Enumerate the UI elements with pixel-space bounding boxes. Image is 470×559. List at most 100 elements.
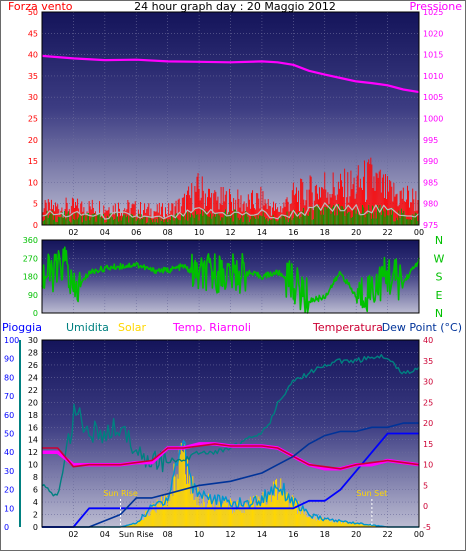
wind-x-tick-04: 04	[100, 228, 110, 237]
humidity-tick-6: 6	[33, 486, 38, 495]
wind-tick-30: 30	[28, 93, 38, 102]
temperature-tick-10: 10	[423, 461, 433, 470]
wind-tick-15: 15	[28, 157, 38, 166]
compass-label-e: E	[436, 289, 443, 302]
rain-tick-20: 20	[4, 486, 14, 495]
wind-tick-0: 0	[33, 221, 38, 230]
climate-x-tick-12: 12	[225, 530, 235, 539]
wind-x-tick-22: 22	[382, 228, 392, 237]
humidity-tick-22: 22	[28, 386, 38, 395]
solar-legend-label: Solar	[118, 321, 147, 334]
sunset-marker-label: Sun Set	[356, 489, 387, 498]
pressure-tick-1020: 1020	[423, 29, 443, 38]
humidity-tick-28: 28	[28, 348, 38, 357]
rain-tick-0: 0	[4, 523, 9, 532]
rain-tick-50: 50	[4, 430, 14, 439]
pressure-tick-1010: 1010	[423, 72, 443, 81]
humidity-tick-16: 16	[28, 423, 38, 432]
humidity-tick-8: 8	[33, 473, 38, 482]
rain-tick-40: 40	[4, 448, 14, 457]
rain-tick-10: 10	[4, 504, 14, 513]
direction-tick-0: 0	[33, 309, 38, 318]
climate-x-tick-22: 22	[382, 530, 392, 539]
compass-label-s: S	[436, 271, 443, 284]
wind-x-tick-16: 16	[288, 228, 298, 237]
rain-tick-30: 30	[4, 467, 14, 476]
climate-x-tick-04: 04	[100, 530, 110, 539]
pressure-tick-990: 990	[423, 157, 438, 166]
direction-tick-270: 270	[23, 254, 38, 263]
climate-x-tick-08: 08	[163, 530, 173, 539]
wind-legend-label: Forza vento	[8, 0, 73, 13]
rain-line	[42, 432, 419, 528]
pressure-tick-1015: 1015	[423, 51, 443, 60]
humidity-legend-label: Umidita	[66, 321, 109, 334]
humidity-tick-14: 14	[28, 436, 38, 445]
compass-label-n: N	[435, 234, 443, 247]
wind-tick-5: 5	[33, 200, 38, 209]
climate-x-tick-14: 14	[257, 530, 267, 539]
rain-tick-100: 100	[4, 336, 19, 345]
climate-x-tick-00: 00	[414, 530, 424, 539]
rain-tick-70: 70	[4, 392, 14, 401]
pressure-tick-975: 975	[423, 221, 438, 230]
rain-tick-80: 80	[4, 373, 14, 382]
wind-tick-20: 20	[28, 136, 38, 145]
wind-x-tick-10: 10	[194, 228, 204, 237]
panel-border-1	[41, 11, 420, 226]
humidity-tick-10: 10	[28, 461, 38, 470]
wind-tick-35: 35	[28, 72, 38, 81]
sunrise-marker-label: Sun Rise	[103, 489, 138, 498]
pressure-tick-1000: 1000	[423, 115, 443, 124]
rain-tick-60: 60	[4, 411, 14, 420]
wind-x-tick-08: 08	[163, 228, 173, 237]
pressure-legend-label: Pressione	[410, 0, 463, 13]
panel-border-3	[41, 339, 420, 528]
wind-x-tick-00: 00	[414, 228, 424, 237]
temperature-tick-5: 5	[423, 481, 428, 490]
pressure-tick-1005: 1005	[423, 93, 443, 102]
climate-x-tick-02: 02	[68, 530, 78, 539]
humidity-tick-24: 24	[28, 373, 38, 382]
compass-label-w: W	[434, 252, 445, 265]
temperature-tick-20: 20	[423, 419, 433, 428]
wind-tick-10: 10	[28, 178, 38, 187]
wind-direction-line	[41, 246, 420, 314]
humidity-tick-4: 4	[33, 498, 38, 507]
heat-index-legend-label: Temp. Riarnoli	[172, 321, 251, 334]
direction-tick-90: 90	[28, 291, 38, 300]
humidity-tick-26: 26	[28, 361, 38, 370]
temperature-tick-0: 0	[423, 502, 428, 511]
humidity-tick-0: 0	[33, 523, 38, 532]
rain-legend-label: Pioggia	[2, 321, 42, 334]
wind-x-tick-06: 06	[131, 228, 141, 237]
wind-x-tick-20: 20	[351, 228, 361, 237]
climate-x-tick-16: 16	[288, 530, 298, 539]
temperature-line	[42, 443, 420, 470]
humidity-tick-18: 18	[28, 411, 38, 420]
pressure-line	[41, 54, 420, 94]
humidity-tick-12: 12	[28, 448, 38, 457]
wind-average-line	[41, 202, 420, 220]
wind-x-tick-14: 14	[257, 228, 267, 237]
temperature-tick-25: 25	[423, 398, 433, 407]
graph-border	[0, 0, 466, 551]
temperature-tick-15: 15	[423, 440, 433, 449]
wind-x-tick-02: 02	[68, 228, 78, 237]
temperature-tick-30: 30	[423, 378, 433, 387]
temperature-tick-35: 35	[423, 357, 433, 366]
climate-x-tick-18: 18	[320, 530, 330, 539]
humidity-tick-20: 20	[28, 398, 38, 407]
wind-tick-45: 45	[28, 29, 38, 38]
climate-x-tick-10: 10	[194, 530, 204, 539]
humidity-tick-2: 2	[33, 511, 38, 520]
direction-tick-360: 360	[23, 236, 38, 245]
temperature-tick--5: -5	[423, 523, 431, 532]
chart-title: 24 hour graph day : 20 Maggio 2012	[134, 0, 336, 13]
pressure-tick-980: 980	[423, 200, 438, 209]
temperature-legend-label: Temperatura	[312, 321, 383, 334]
panel-border-2	[41, 239, 420, 314]
pressure-tick-995: 995	[423, 136, 438, 145]
